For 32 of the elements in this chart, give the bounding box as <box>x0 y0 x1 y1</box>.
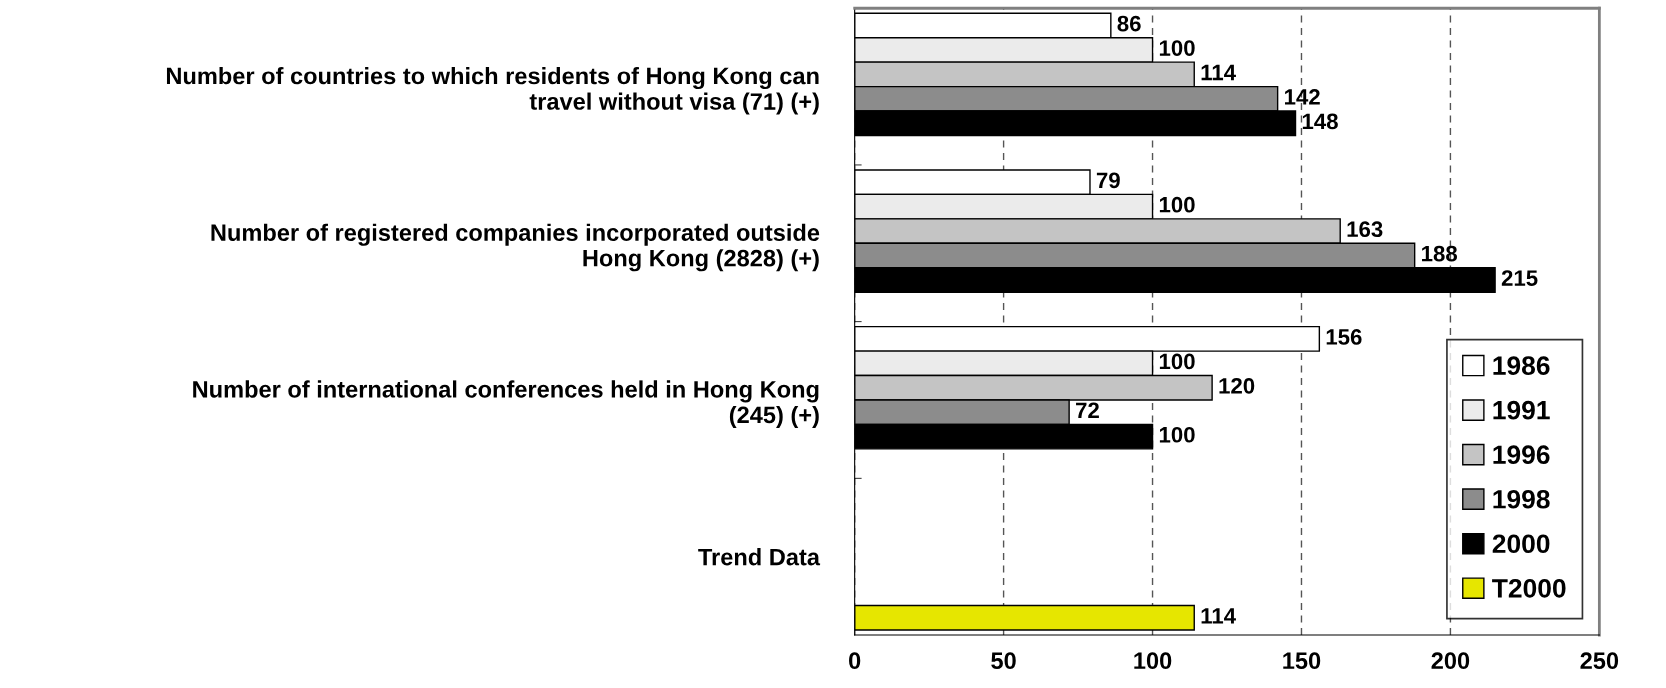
data-label: 215 <box>1501 270 1538 286</box>
data-label: 72 <box>1076 402 1099 418</box>
y-tick-label: Number of international conferences held in Hong Kong (245) (+) <box>193 380 819 428</box>
data-label: 100 <box>1159 40 1195 56</box>
x-tick-label: 150 <box>1283 652 1321 670</box>
y-tick-label: Number of registered companies incorporated outside Hong Kong (2828) (+) <box>211 223 820 272</box>
data-label: 100 <box>1159 196 1195 213</box>
x-tick-label: 100 <box>1134 652 1172 670</box>
data-label: 156 <box>1326 329 1362 345</box>
x-tick-label: 250 <box>1580 652 1619 670</box>
legend-label: T2000 <box>1492 578 1566 598</box>
data-label: 188 <box>1422 245 1458 262</box>
data-label: 120 <box>1219 377 1255 394</box>
x-tick-label: 0 <box>849 652 861 670</box>
data-label: 100 <box>1159 353 1195 370</box>
data-label: 142 <box>1285 89 1320 105</box>
data-label: 163 <box>1347 221 1383 238</box>
data-label: 114 <box>1201 64 1236 81</box>
data-label: 114 <box>1201 608 1236 624</box>
legend-label: 2000 <box>1492 534 1550 554</box>
data-label: 148 <box>1302 113 1338 130</box>
legend-label: 1986 <box>1493 356 1550 375</box>
x-tick-label: 50 <box>991 652 1016 670</box>
data-label: 86 <box>1117 15 1141 32</box>
x-tick-label: 200 <box>1431 652 1470 670</box>
y-tick-label: Trend Data <box>698 548 821 566</box>
legend-label: 1996 <box>1493 445 1550 465</box>
legend-label: 1998 <box>1493 489 1550 509</box>
data-label: 100 <box>1159 426 1195 443</box>
legend-label: 1991 <box>1493 400 1550 420</box>
data-label: 79 <box>1096 172 1120 189</box>
y-tick-label: Number of countries to which residents of Hong Kong can travel without visa (71) (+) <box>166 66 819 115</box>
